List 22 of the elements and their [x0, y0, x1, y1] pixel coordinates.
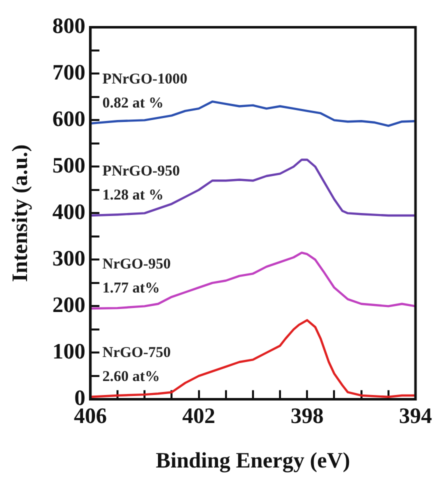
y-axis-title: Intensity (a.u.): [6, 144, 32, 282]
y-tick-label: 700: [52, 59, 86, 84]
x-axis-title: Binding Energy (eV): [156, 447, 350, 472]
y-tick-label: 800: [52, 12, 86, 38]
y-tick-label: 200: [52, 292, 86, 317]
series-label: NrGO-750: [102, 344, 171, 361]
x-tick-label: 402: [182, 403, 216, 428]
x-tick-label: 394: [399, 403, 432, 428]
series-label: NrGO-950: [102, 256, 171, 273]
series-label: PNrGO-1000: [102, 71, 188, 88]
y-tick-label: 0: [74, 384, 86, 410]
annotation: 1.28 at %: [102, 188, 164, 204]
annotation: 2.60 at%: [102, 368, 160, 385]
annotation: 1.77 at%: [102, 280, 160, 297]
annotation: 0.82 at %: [102, 95, 164, 112]
y-tick-label: 100: [52, 338, 86, 364]
x-tick-label: 398: [290, 403, 324, 428]
series-label: PNrGO-950: [102, 164, 180, 180]
y-tick-label: 300: [52, 245, 86, 270]
y-tick-label: 500: [52, 152, 86, 178]
y-tick-label: 400: [52, 198, 86, 224]
y-tick-label: 600: [52, 106, 86, 131]
